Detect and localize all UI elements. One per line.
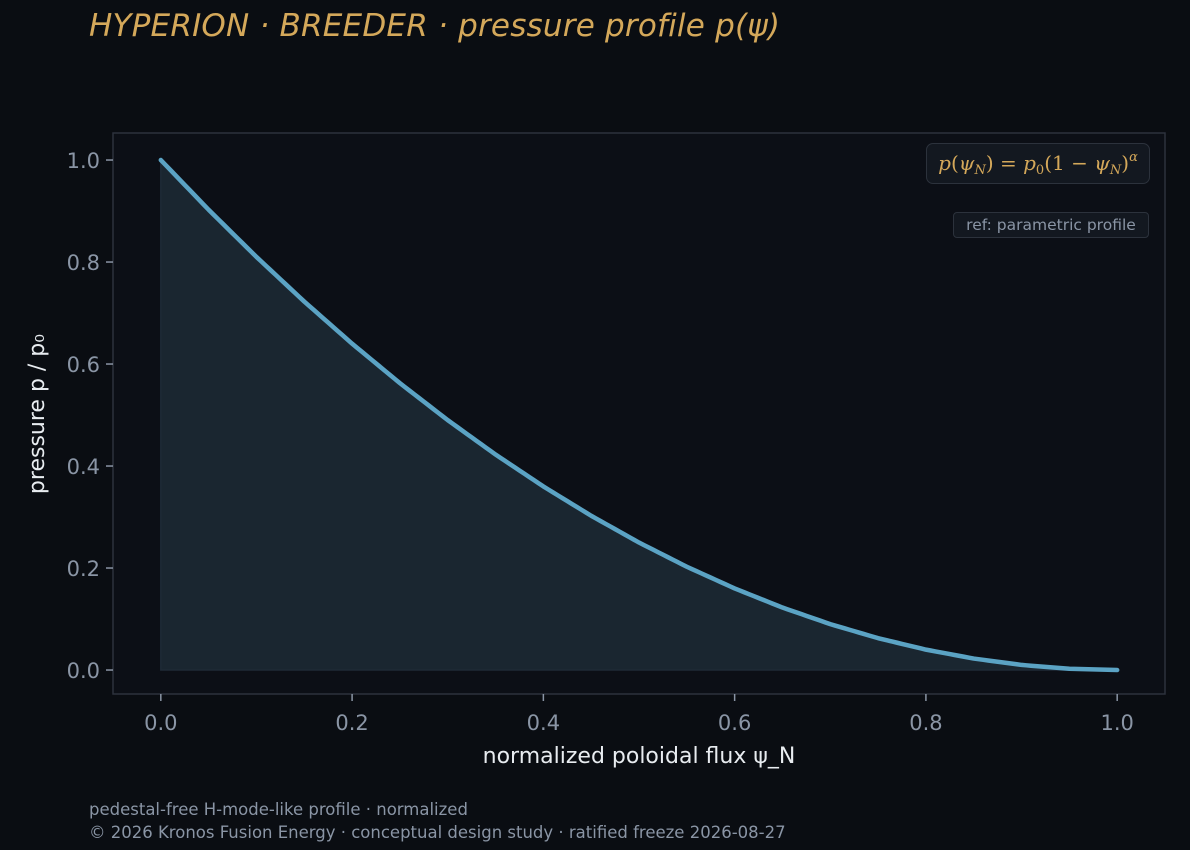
- x-tick-label: 0.2: [335, 711, 368, 735]
- footer-note: pedestal-free H-mode-like profile · norm…: [89, 800, 468, 819]
- x-tick-label: 0.6: [718, 711, 751, 735]
- footer-copyright: © 2026 Kronos Fusion Energy · conceptual…: [89, 823, 786, 842]
- x-tick-label: 0.0: [144, 711, 177, 735]
- x-tick-label: 0.4: [527, 711, 560, 735]
- x-tick-label: 1.0: [1100, 711, 1133, 735]
- y-tick-label: 0.4: [67, 455, 100, 479]
- x-axis-label: normalized poloidal flux ψ_N: [483, 744, 796, 769]
- y-tick-label: 0.8: [67, 251, 100, 275]
- y-tick-label: 0.6: [67, 353, 100, 377]
- series-line: [158, 157, 1120, 673]
- y-tick-label: 0.0: [67, 659, 100, 683]
- reference-badge: ref: parametric profile: [953, 212, 1149, 238]
- x-axis-ticks: 0.0 0.2 0.4 0.6 0.8 1.0: [144, 694, 1134, 735]
- y-axis-label: pressure p / p₀: [25, 334, 50, 494]
- formula-legend: p(ψN) = p0(1 − ψN)α: [926, 143, 1150, 184]
- y-tick-label: 0.2: [67, 557, 100, 581]
- chart-title: HYPERION · BREEDER · pressure profile p(…: [89, 8, 781, 44]
- y-tick-label: 1.0: [67, 149, 100, 173]
- x-tick-label: 0.8: [909, 711, 942, 735]
- formula-text: p(ψN) = p0(1 − ψN)α: [938, 149, 1138, 178]
- y-axis-ticks: 0.0 0.2 0.4 0.6 0.8 1.0: [67, 149, 113, 683]
